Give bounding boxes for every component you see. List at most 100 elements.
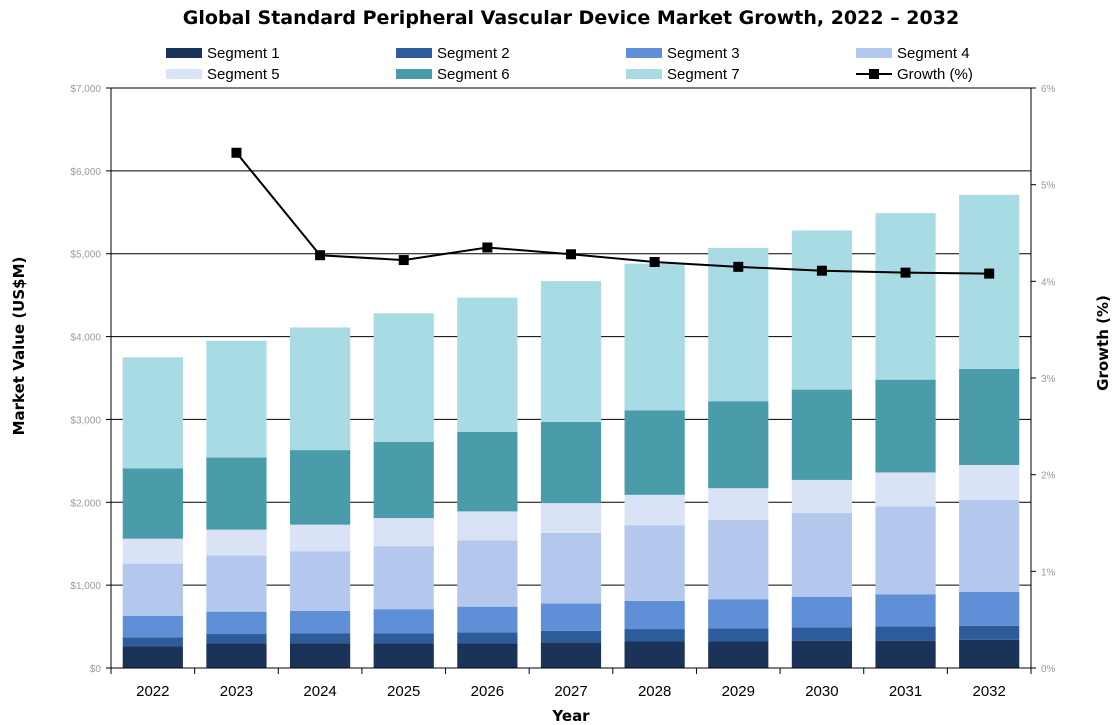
bar-segment — [457, 431, 518, 512]
y2-tick-label: 1% — [1041, 567, 1056, 578]
bar-segment — [540, 532, 602, 604]
bar-segment — [624, 410, 685, 495]
legend-label: Growth (%) — [897, 66, 973, 83]
legend-swatch — [626, 48, 662, 58]
legend-label: Segment 4 — [897, 45, 970, 62]
bar-segment — [624, 629, 685, 642]
bar-segment — [122, 538, 183, 564]
bar-segment — [457, 511, 518, 541]
growth-line-path — [235, 152, 990, 275]
x-tick-label: 2032 — [972, 683, 1005, 700]
bar-segment — [206, 643, 267, 668]
bar-segment — [875, 594, 936, 627]
bar-segment — [289, 610, 351, 634]
bar-segment — [959, 465, 1020, 500]
bar-segment — [122, 615, 183, 638]
bar-segment — [373, 609, 434, 634]
x-tick-label: 2026 — [471, 683, 504, 700]
bar-segment — [624, 525, 685, 601]
x-tick-label: 2024 — [303, 683, 336, 700]
bar-segment — [875, 626, 936, 641]
growth-point — [733, 261, 744, 272]
bar-segment — [206, 340, 267, 458]
growth-point — [984, 268, 995, 279]
bar-segment — [457, 606, 518, 633]
bar-segment — [540, 642, 602, 668]
y-tick-label: $0 — [90, 664, 102, 675]
bar-segment — [373, 546, 434, 610]
bar-segment — [457, 297, 518, 432]
bar-segment — [206, 611, 267, 635]
y2-tick-label: 6% — [1041, 84, 1056, 95]
x-tick-label: 2028 — [638, 683, 671, 700]
y2-tick-label: 0% — [1041, 664, 1056, 675]
growth-point — [315, 250, 326, 261]
y-axis-title: Market Value (US$M) — [10, 257, 28, 436]
bar-segment — [791, 389, 853, 480]
legend-swatch — [626, 69, 662, 79]
x-tick-label: 2022 — [136, 683, 169, 700]
y-tick-label: $1,000 — [70, 581, 101, 592]
y2-tick-label: 2% — [1041, 471, 1056, 482]
bar-segment — [959, 591, 1020, 626]
x-axis-title: Year — [551, 707, 590, 725]
growth-line — [231, 147, 995, 279]
bar-segment — [206, 555, 267, 612]
bar-segment — [540, 421, 602, 504]
legend-label: Segment 7 — [667, 66, 740, 83]
bar-segment — [708, 599, 769, 629]
legend-swatch — [396, 48, 432, 58]
bar-segment — [875, 640, 936, 668]
y-tick-label: $3,000 — [70, 415, 101, 426]
growth-point — [398, 255, 409, 266]
x-tick-label: 2030 — [805, 683, 838, 700]
x-tick-label: 2027 — [554, 683, 587, 700]
bar-segment — [206, 457, 267, 530]
bar-segment — [791, 640, 853, 668]
bar-segment — [708, 401, 769, 489]
bar-segment — [624, 494, 685, 526]
bar-segment — [791, 627, 853, 641]
bar-segment — [122, 563, 183, 616]
bar-segment — [540, 503, 602, 533]
bar-segment — [708, 628, 769, 642]
bar-segment — [959, 639, 1020, 668]
bar-segment — [289, 633, 351, 644]
legend-swatch-marker — [869, 69, 879, 79]
legend-swatch — [166, 48, 202, 58]
y-tick-labels: $0 $1,000 $2,000 $3,000 $4,000 $5,000 $6,000 $7… — [70, 84, 101, 675]
bar-segment — [457, 632, 518, 644]
bar-segment — [289, 450, 351, 525]
y-tick-label: $6,000 — [70, 167, 101, 178]
legend-label: Segment 2 — [437, 45, 510, 62]
bar-segment — [791, 479, 853, 514]
bar-segment — [457, 540, 518, 607]
x-tick-label: 2029 — [722, 683, 755, 700]
x-tick-label: 2025 — [387, 683, 420, 700]
x-tick-label: 2031 — [889, 683, 922, 700]
y-tick-label: $4,000 — [70, 333, 101, 344]
bar-segment — [289, 327, 351, 451]
legend-label: Segment 3 — [667, 45, 740, 62]
x-tick-label: 2023 — [220, 683, 253, 700]
bar-segment — [791, 596, 853, 628]
bar-segment — [289, 643, 351, 668]
y2-tick-label: 4% — [1041, 277, 1056, 288]
bar-segment — [959, 499, 1020, 592]
bar-segment — [122, 357, 183, 469]
bar-segment — [540, 281, 602, 422]
y-tick-label: $5,000 — [70, 250, 101, 261]
bar-segment — [708, 641, 769, 668]
growth-point — [900, 267, 911, 278]
y-tick-label: $7,000 — [70, 84, 101, 95]
y2-tick-labels: 0% 1% 2% 3% 4% 5% 6% — [1041, 84, 1056, 675]
bar-segment — [875, 213, 936, 380]
growth-point — [482, 242, 493, 253]
bar-segment — [708, 488, 769, 520]
y-tick-label: $2,000 — [70, 498, 101, 509]
bar-segment — [875, 379, 936, 473]
bars — [122, 194, 1020, 668]
legend-label: Segment 6 — [437, 66, 510, 83]
chart-title: Global Standard Peripheral Vascular Devi… — [183, 7, 959, 29]
